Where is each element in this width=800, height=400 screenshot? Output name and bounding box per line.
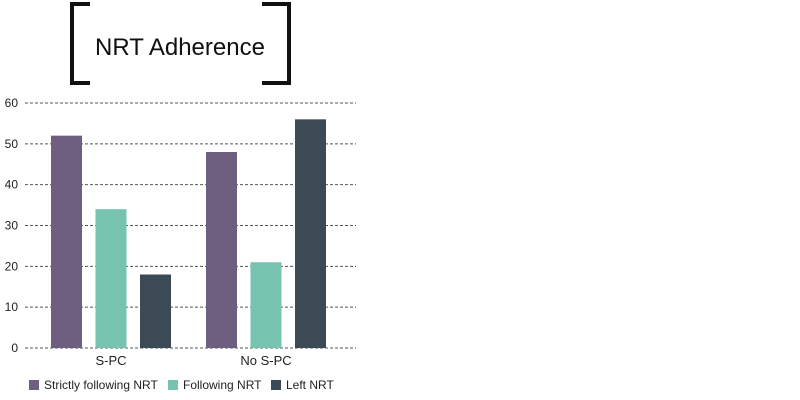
legend-label: Left NRT [286, 378, 334, 392]
legend-label: Strictly following NRT [44, 378, 158, 392]
y-tick-label: 10 [5, 300, 19, 314]
bar [51, 135, 82, 348]
y-tick-label: 30 [5, 219, 19, 233]
bar [95, 209, 127, 348]
chart-title: NRT Adherence [95, 34, 265, 61]
legend-label: Following NRT [183, 378, 262, 392]
title-frame [70, 2, 291, 85]
x-axis: S-PC No S-PC [95, 353, 291, 368]
legend-item: Following NRT [168, 378, 262, 392]
y-tick-label: 0 [11, 341, 18, 355]
y-tick-label: 20 [5, 259, 19, 273]
legend-item: Left NRT [271, 378, 334, 392]
y-tick-label: 50 [5, 137, 19, 151]
bar [206, 152, 237, 348]
x-tick-label: No S-PC [240, 353, 291, 368]
bars [51, 119, 326, 348]
legend-swatch [29, 380, 39, 390]
legend-item: Strictly following NRT [29, 378, 158, 392]
y-tick-label: 40 [5, 178, 19, 192]
bar [250, 262, 282, 348]
y-axis: 0 10 20 30 40 50 60 [5, 96, 19, 355]
x-tick-label: S-PC [95, 353, 126, 368]
legend-swatch [168, 380, 178, 390]
legend-swatch [271, 380, 281, 390]
legend: Strictly following NRT Following NRT Left … [29, 378, 334, 392]
bar [295, 119, 326, 348]
bar [140, 274, 171, 348]
y-tick-label: 60 [5, 96, 19, 110]
